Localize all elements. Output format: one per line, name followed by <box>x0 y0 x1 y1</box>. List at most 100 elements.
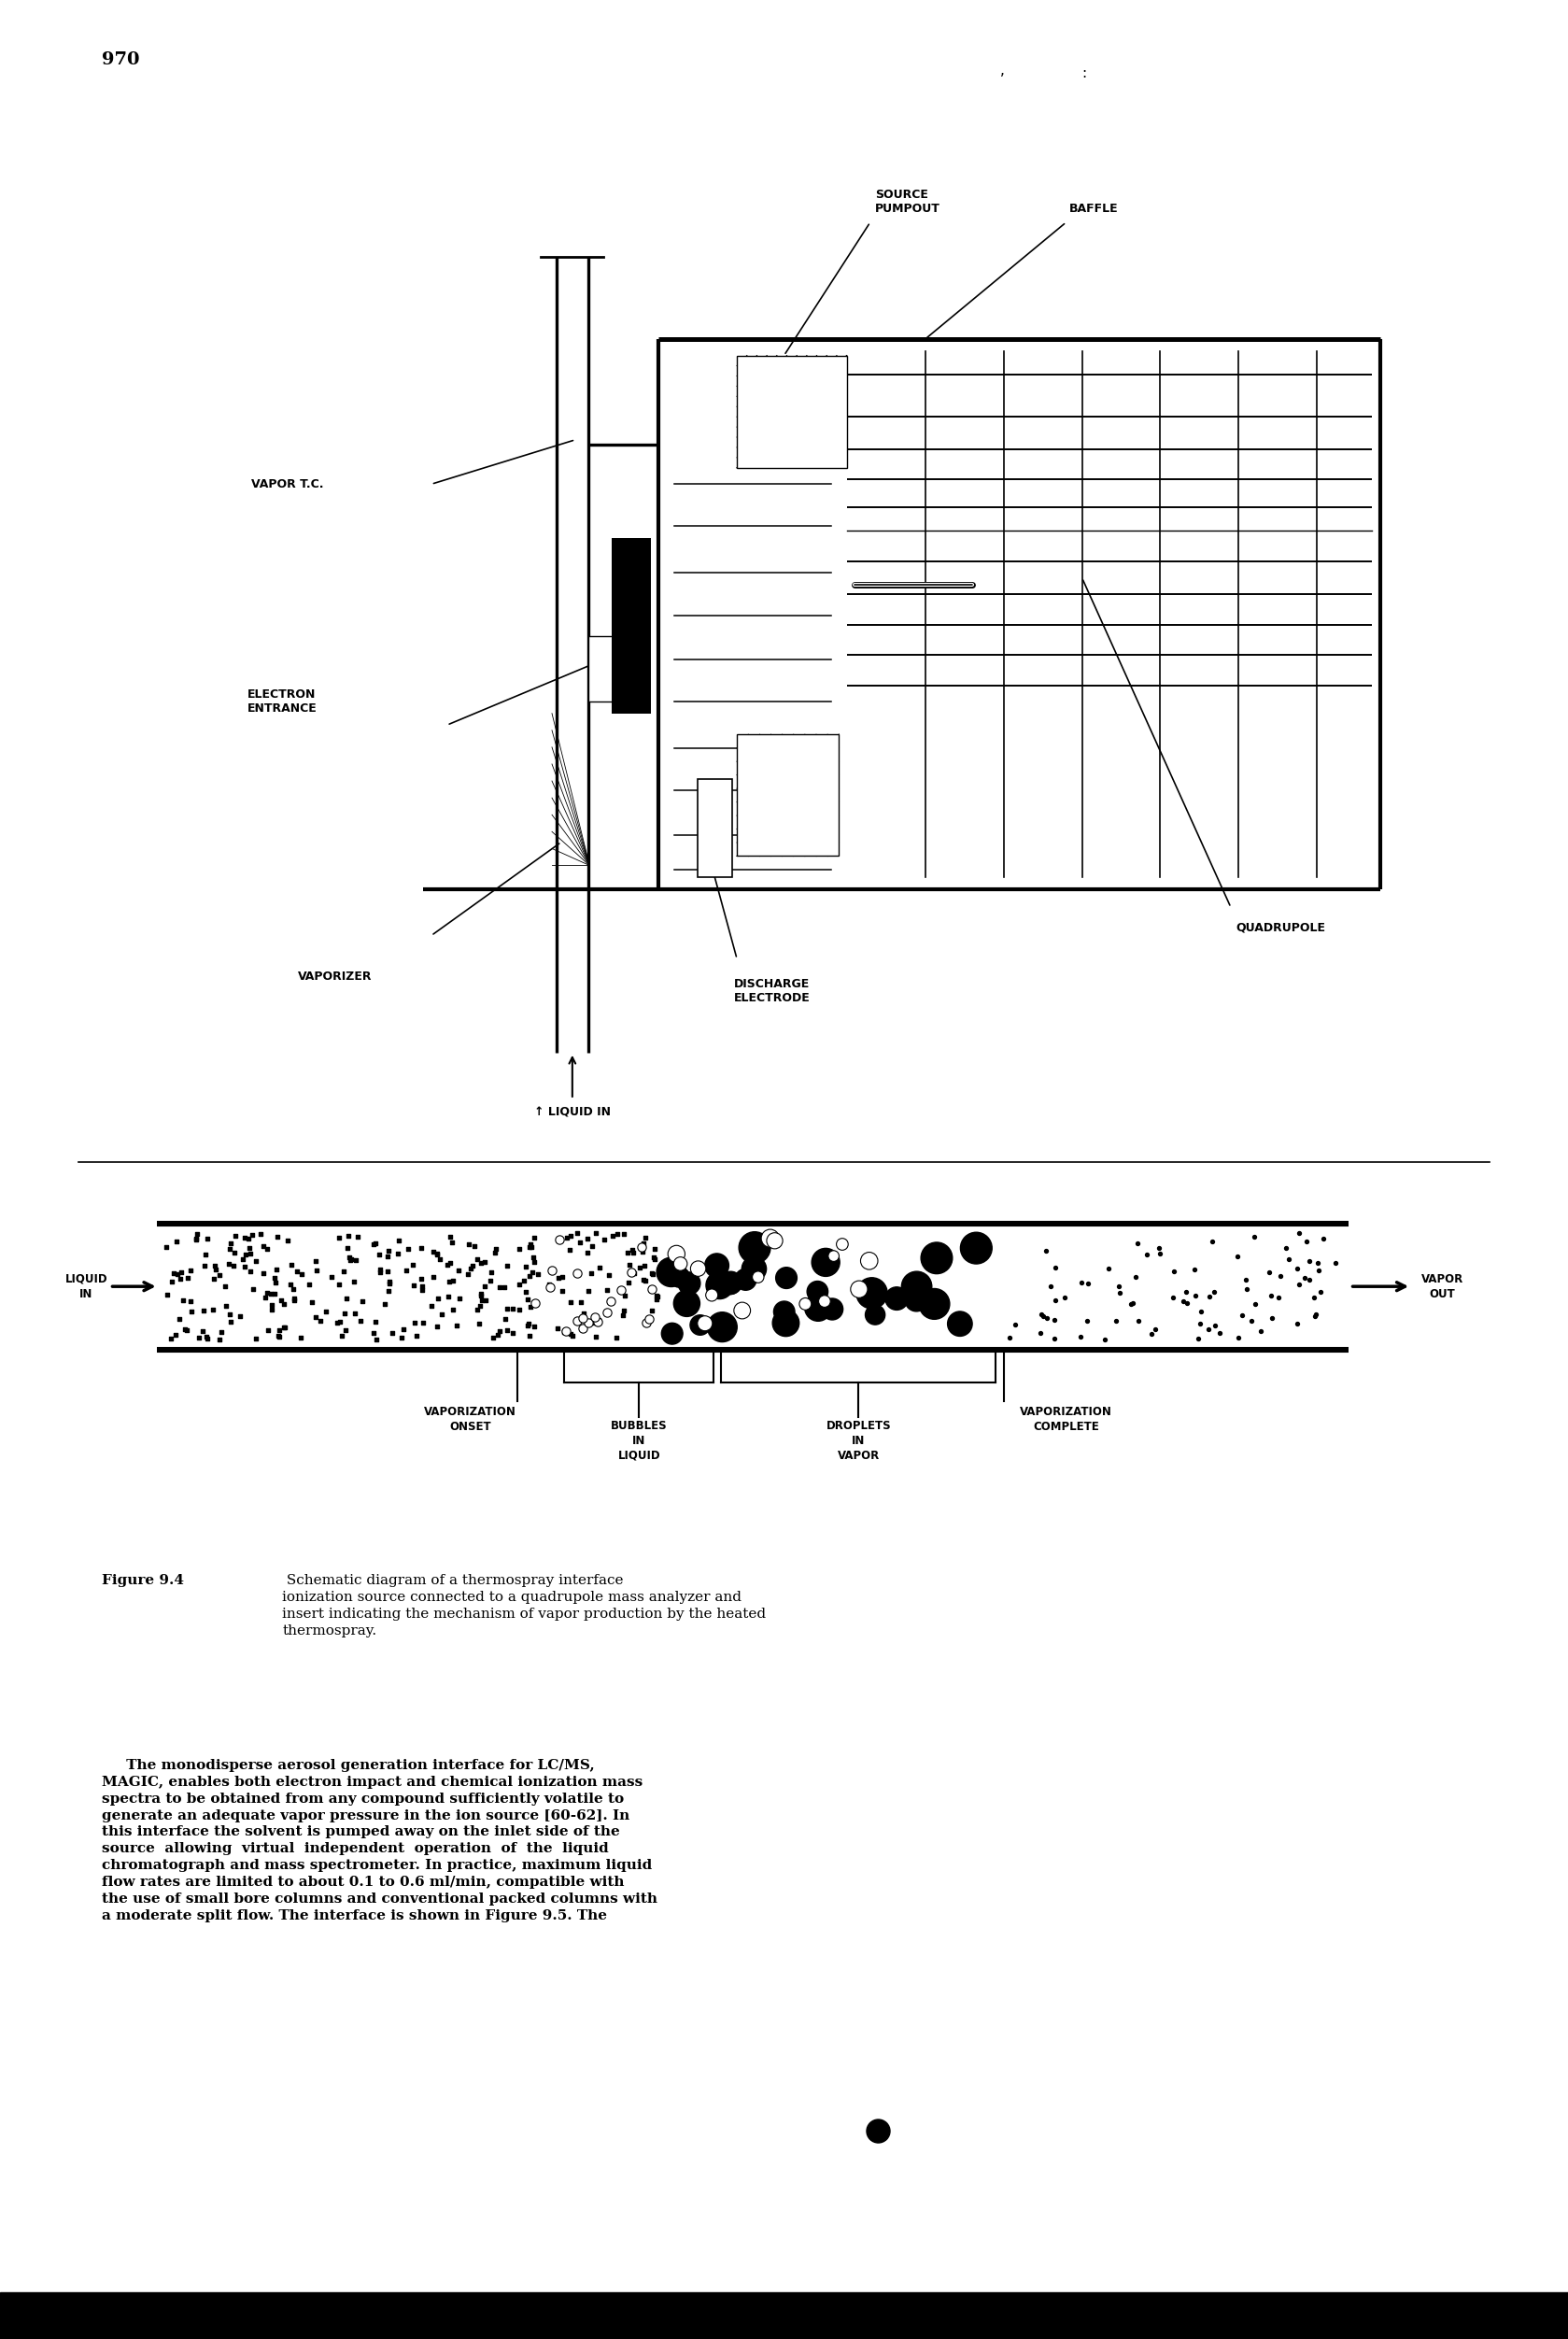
Point <box>666 1258 691 1296</box>
Point <box>411 1305 436 1343</box>
Text: :: : <box>1082 65 1087 80</box>
Point <box>922 1284 947 1322</box>
Point <box>299 1284 325 1322</box>
Point <box>668 1244 693 1282</box>
Point <box>1308 1272 1333 1310</box>
Point <box>332 1296 358 1333</box>
Point <box>884 1279 909 1317</box>
Point <box>401 1305 426 1343</box>
Point <box>326 1265 351 1303</box>
Point <box>641 1237 666 1275</box>
Point <box>610 1296 635 1333</box>
Point <box>165 1256 190 1293</box>
Point <box>289 1256 314 1293</box>
Point <box>494 1289 519 1326</box>
Point <box>604 1319 629 1357</box>
Point <box>367 1254 392 1291</box>
Text: DROPLETS
IN
VAPOR: DROPLETS IN VAPOR <box>826 1420 891 1462</box>
Point <box>376 1263 401 1300</box>
Point <box>1273 1230 1298 1268</box>
Point <box>326 1219 351 1256</box>
Point <box>506 1291 532 1329</box>
Point <box>469 1244 494 1282</box>
Point <box>179 1251 204 1289</box>
Point <box>546 1258 571 1296</box>
Point <box>384 1235 409 1272</box>
Point <box>1126 1303 1151 1340</box>
Point <box>271 1284 296 1322</box>
Point <box>585 1303 610 1340</box>
Point <box>218 1303 243 1340</box>
Point <box>368 1251 394 1289</box>
Point <box>155 1277 180 1315</box>
Point <box>248 1214 273 1251</box>
Point <box>525 1256 550 1293</box>
Point <box>179 1282 204 1319</box>
Point <box>717 1265 742 1303</box>
Point <box>367 1235 392 1272</box>
Point <box>633 1261 659 1298</box>
Point <box>517 1289 543 1326</box>
Point <box>1311 1219 1336 1256</box>
Point <box>762 1221 787 1258</box>
Point <box>201 1261 226 1298</box>
Point <box>1134 1235 1159 1272</box>
Point <box>474 1282 499 1319</box>
Point <box>339 1240 364 1277</box>
Point <box>190 1312 215 1350</box>
Point <box>685 1249 710 1286</box>
Point <box>699 1277 724 1315</box>
Point <box>376 1233 401 1270</box>
Point <box>521 1240 546 1277</box>
Point <box>441 1261 466 1298</box>
Point <box>483 1230 508 1268</box>
Point <box>593 1221 618 1258</box>
Point <box>506 1265 532 1303</box>
Point <box>364 1322 389 1359</box>
Point <box>775 1258 800 1296</box>
Point <box>350 1282 375 1319</box>
Point <box>262 1258 287 1296</box>
Bar <box>612 538 651 713</box>
Text: VAPOR T.C.: VAPOR T.C. <box>251 477 323 491</box>
Bar <box>698 779 732 877</box>
Point <box>632 1219 657 1256</box>
Point <box>1174 1284 1200 1322</box>
Point <box>204 1251 229 1289</box>
Point <box>1287 1214 1312 1251</box>
Point <box>718 1263 743 1300</box>
Point <box>1038 1268 1063 1305</box>
Point <box>268 1282 293 1319</box>
Point <box>342 1293 367 1331</box>
Point <box>1041 1300 1066 1338</box>
Point <box>571 1298 596 1336</box>
Point <box>822 1237 847 1275</box>
Point <box>1234 1261 1259 1298</box>
Point <box>165 1223 190 1261</box>
Point <box>568 1223 593 1261</box>
Point <box>579 1254 604 1291</box>
Point <box>1107 1268 1132 1305</box>
Bar <box>0 2292 1568 2339</box>
Point <box>1068 1317 1093 1354</box>
Point <box>1052 1279 1077 1317</box>
Point <box>265 1251 290 1289</box>
Point <box>256 1312 281 1350</box>
Point <box>644 1279 670 1317</box>
Point <box>1242 1219 1267 1256</box>
Point <box>663 1235 688 1272</box>
Point <box>1201 1272 1226 1310</box>
Point <box>633 1305 659 1343</box>
Point <box>232 1235 257 1272</box>
Point <box>221 1247 246 1284</box>
Point <box>361 1315 386 1352</box>
Point <box>436 1277 461 1315</box>
Point <box>506 1230 532 1268</box>
Point <box>459 1247 485 1284</box>
Point <box>154 1228 179 1265</box>
Text: VAPORIZATION
ONSET: VAPORIZATION ONSET <box>425 1406 516 1434</box>
Point <box>289 1319 314 1357</box>
Point <box>267 1317 292 1354</box>
Text: Schematic diagram of a thermospray interface
ionization source connected to a qu: Schematic diagram of a thermospray inter… <box>282 1574 767 1637</box>
Point <box>168 1261 193 1298</box>
